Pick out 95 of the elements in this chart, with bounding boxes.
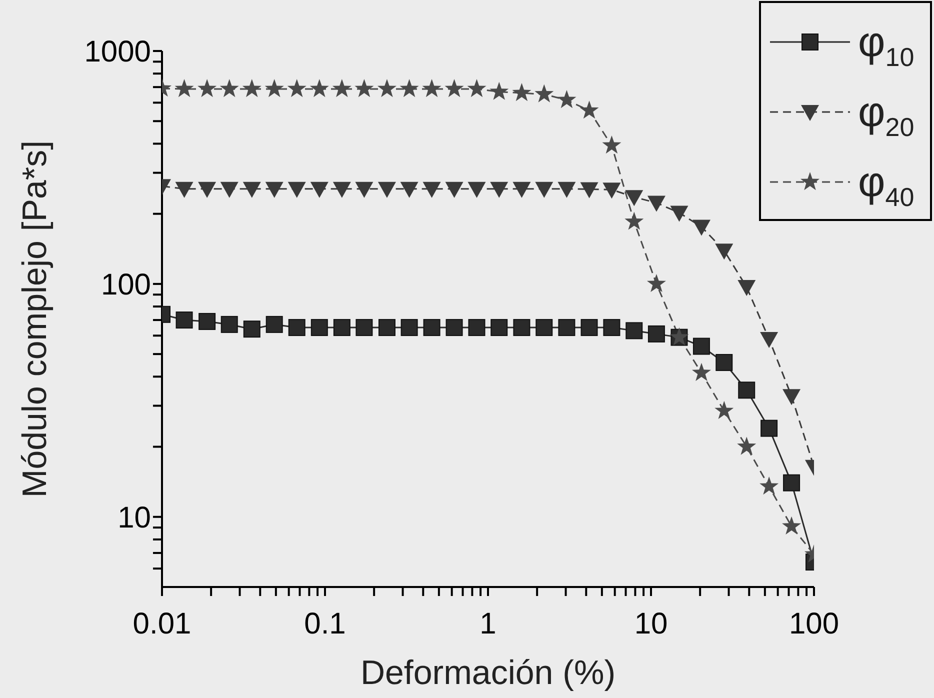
point bbox=[512, 83, 532, 102]
point bbox=[737, 436, 756, 455]
point bbox=[468, 319, 486, 336]
point bbox=[580, 100, 599, 119]
point bbox=[580, 182, 598, 198]
point bbox=[310, 78, 329, 98]
point bbox=[242, 182, 261, 198]
point bbox=[400, 319, 418, 336]
point bbox=[670, 206, 688, 222]
point bbox=[467, 78, 486, 98]
y-tick-label: 10 bbox=[118, 502, 151, 535]
legend-label: φ$_{40}$ bbox=[858, 158, 914, 212]
point bbox=[647, 196, 666, 212]
x-tick-label: 1 bbox=[480, 607, 496, 640]
point bbox=[176, 312, 193, 329]
point bbox=[624, 212, 644, 230]
point bbox=[288, 182, 306, 198]
point bbox=[332, 78, 352, 98]
point bbox=[782, 389, 801, 406]
point bbox=[423, 319, 440, 336]
point bbox=[220, 78, 239, 98]
point bbox=[468, 182, 486, 198]
x-axis-title: Deformación (%) bbox=[360, 654, 616, 692]
point bbox=[782, 516, 802, 535]
point bbox=[220, 316, 238, 333]
point bbox=[378, 319, 396, 336]
point bbox=[512, 182, 531, 198]
point bbox=[603, 319, 620, 336]
y-axis-title: Módulo complejo [Pa*s] bbox=[16, 140, 54, 498]
point bbox=[198, 78, 217, 98]
point bbox=[356, 319, 373, 336]
point bbox=[333, 319, 350, 336]
point bbox=[760, 420, 778, 437]
point bbox=[310, 182, 328, 198]
point bbox=[715, 244, 734, 260]
point bbox=[535, 182, 554, 198]
point bbox=[198, 182, 216, 198]
point bbox=[175, 182, 194, 198]
legend-label: φ$_{10}$ bbox=[858, 18, 914, 72]
point bbox=[422, 182, 441, 198]
point bbox=[783, 474, 800, 492]
point bbox=[288, 319, 306, 336]
point bbox=[580, 319, 598, 336]
point bbox=[266, 316, 283, 333]
point bbox=[422, 78, 442, 98]
point bbox=[602, 135, 622, 154]
x-tick-label: 10 bbox=[634, 607, 668, 640]
point bbox=[760, 476, 779, 495]
point bbox=[445, 182, 464, 198]
point bbox=[534, 84, 554, 102]
point bbox=[400, 78, 419, 98]
point bbox=[557, 90, 576, 108]
point bbox=[446, 319, 463, 336]
x-tick-label: 0.01 bbox=[132, 607, 192, 640]
y-tick-label: 1000 bbox=[84, 36, 151, 69]
point bbox=[490, 319, 508, 336]
x-tick-label: 100 bbox=[788, 607, 840, 640]
point bbox=[692, 338, 710, 355]
point bbox=[264, 78, 284, 98]
point bbox=[558, 319, 576, 336]
point bbox=[625, 190, 644, 206]
point bbox=[558, 182, 576, 198]
point bbox=[174, 78, 194, 98]
point bbox=[648, 325, 665, 342]
point bbox=[490, 182, 508, 198]
point bbox=[646, 274, 666, 292]
point bbox=[332, 182, 351, 198]
point bbox=[602, 182, 621, 199]
point bbox=[355, 182, 374, 198]
point bbox=[536, 319, 553, 336]
point bbox=[692, 362, 711, 381]
point bbox=[716, 354, 733, 371]
point bbox=[400, 182, 418, 198]
point bbox=[243, 320, 260, 338]
legend-label: φ$_{20}$ bbox=[858, 88, 914, 142]
point bbox=[220, 182, 238, 198]
point bbox=[378, 182, 396, 198]
point bbox=[490, 82, 509, 100]
point bbox=[354, 78, 374, 98]
point bbox=[444, 78, 464, 98]
y-tick-label: 100 bbox=[100, 268, 151, 302]
point bbox=[626, 322, 643, 340]
x-tick-label: 0.1 bbox=[304, 607, 346, 640]
point bbox=[310, 319, 328, 336]
point bbox=[738, 382, 756, 399]
point bbox=[287, 78, 306, 98]
point bbox=[242, 78, 262, 98]
point bbox=[265, 182, 284, 198]
point bbox=[714, 400, 734, 420]
point bbox=[738, 280, 756, 296]
point bbox=[760, 332, 778, 348]
point bbox=[377, 78, 396, 98]
point bbox=[513, 319, 530, 336]
point bbox=[198, 312, 216, 330]
point bbox=[692, 220, 710, 236]
